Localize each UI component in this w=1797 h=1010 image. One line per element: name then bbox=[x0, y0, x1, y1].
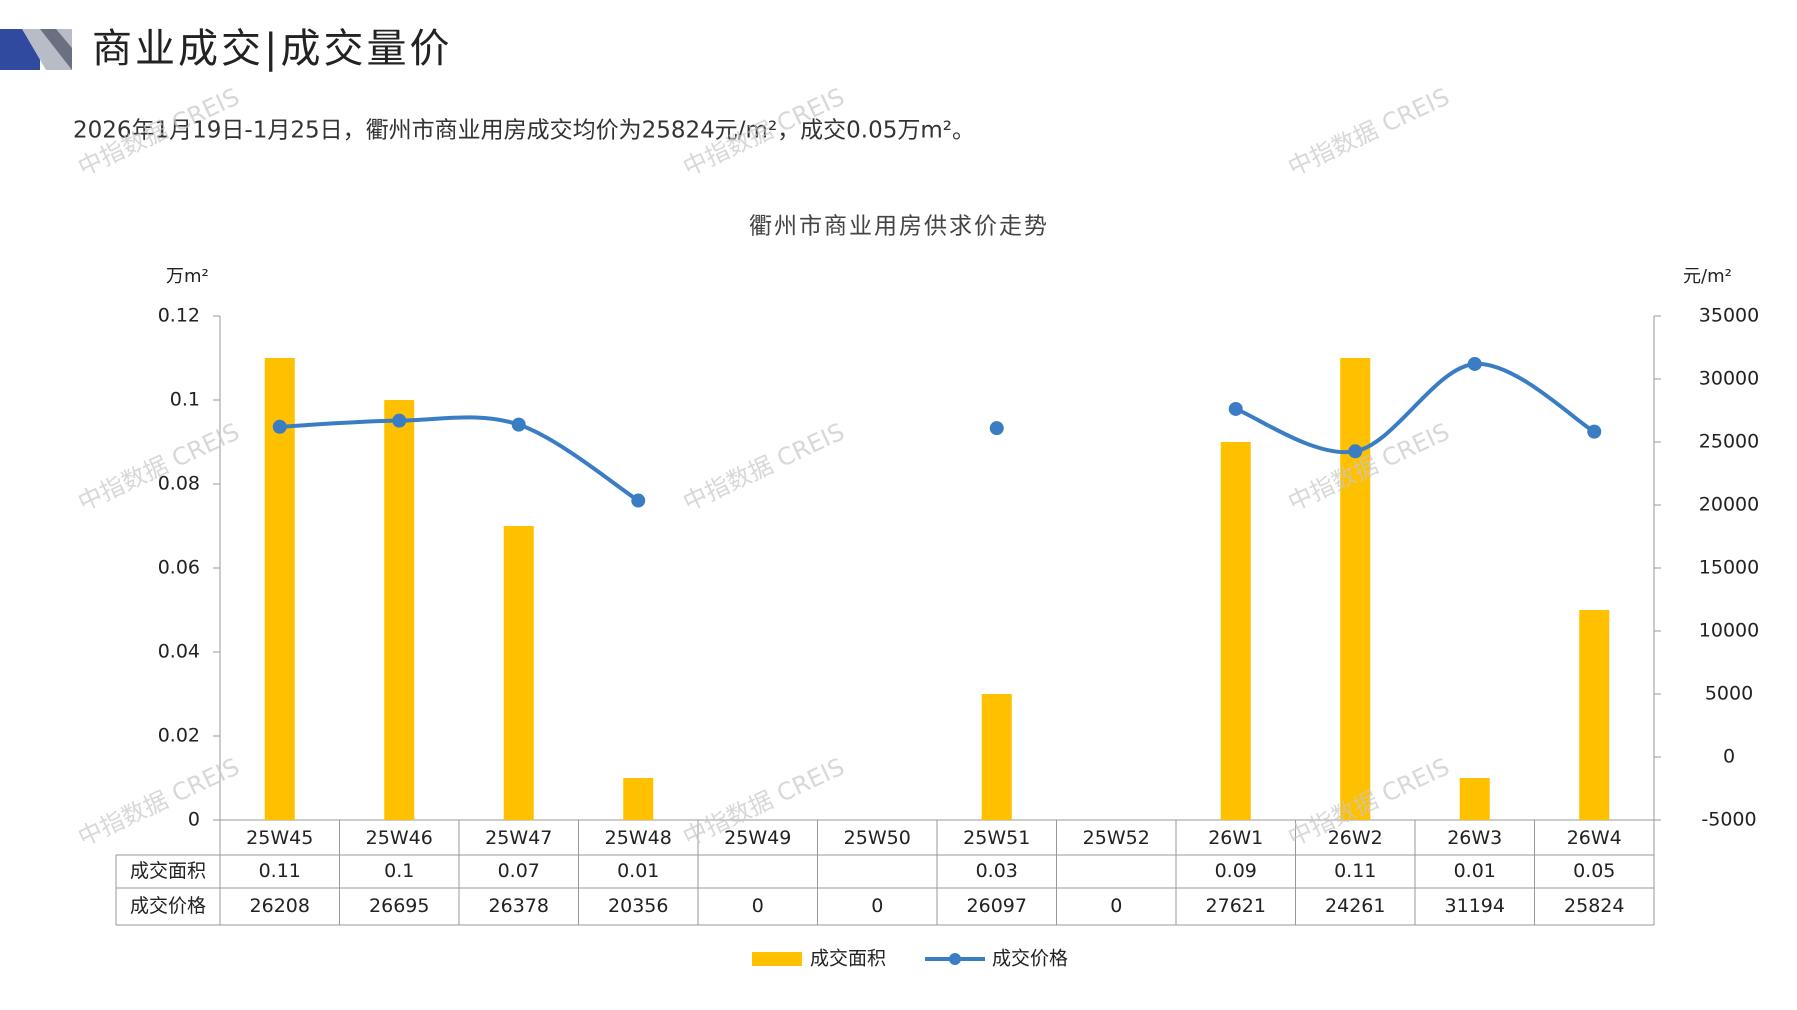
table-value: 0.11 bbox=[259, 860, 301, 882]
y2-tick-label: 25000 bbox=[1699, 431, 1759, 453]
table-value: 26208 bbox=[250, 895, 310, 917]
table-value: 0.11 bbox=[1334, 860, 1376, 882]
line-marker bbox=[1228, 401, 1243, 416]
x-tick-label: 26W1 bbox=[1208, 827, 1263, 849]
bar bbox=[1340, 358, 1371, 820]
y2-tick-label: 10000 bbox=[1699, 620, 1759, 642]
x-tick-label: 26W2 bbox=[1328, 827, 1383, 849]
line-marker bbox=[1587, 424, 1602, 439]
y-tick-label: 0.1 bbox=[170, 389, 200, 411]
bar bbox=[384, 400, 415, 820]
y2-tick-label: 15000 bbox=[1699, 557, 1759, 579]
y-tick-label: 0.08 bbox=[158, 473, 200, 495]
y-tick-label: 0.02 bbox=[158, 725, 200, 747]
subtitle: 2026年1月19日-1月25日，衢州市商业用房成交均价为25824元/m²，成… bbox=[73, 118, 975, 144]
table-value: 0.05 bbox=[1573, 860, 1615, 882]
legend-label: 成交面积 bbox=[810, 948, 886, 970]
x-tick-label: 25W45 bbox=[246, 827, 313, 849]
table-value: 26695 bbox=[369, 895, 429, 917]
table-value: 31194 bbox=[1445, 895, 1505, 917]
watermark: 中指数据 CREIS bbox=[74, 753, 244, 852]
table-row-header: 成交面积 bbox=[130, 860, 206, 882]
table-value: 0.07 bbox=[498, 860, 540, 882]
y-axis-label: 万m² bbox=[166, 266, 209, 287]
line bbox=[279, 361, 1596, 503]
header-decoration bbox=[40, 29, 72, 70]
table-value: 0.03 bbox=[976, 860, 1018, 882]
table-value: 0.1 bbox=[384, 860, 414, 882]
y2-tick-label: 20000 bbox=[1699, 494, 1759, 516]
y-tick-label: 0.06 bbox=[158, 557, 200, 579]
table-row-header: 成交价格 bbox=[130, 895, 206, 917]
y2-tick-label: 5000 bbox=[1705, 683, 1753, 705]
watermark: 中指数据 CREIS bbox=[74, 418, 244, 517]
x-tick-label: 25W48 bbox=[605, 827, 672, 849]
watermark: 中指数据 CREIS bbox=[679, 418, 849, 517]
x-tick-label: 25W51 bbox=[963, 827, 1030, 849]
bar bbox=[981, 694, 1012, 820]
bar bbox=[623, 778, 654, 820]
line-marker bbox=[272, 419, 287, 434]
line-marker bbox=[511, 417, 526, 432]
chart-title: 衢州市商业用房供求价走势 bbox=[749, 214, 1049, 240]
watermark: 中指数据 CREIS bbox=[1284, 83, 1454, 182]
table-value: 27621 bbox=[1206, 895, 1266, 917]
line-marker bbox=[1348, 444, 1363, 459]
x-tick-label: 26W3 bbox=[1447, 827, 1502, 849]
y2-tick-label: 35000 bbox=[1699, 305, 1759, 327]
line-marker bbox=[631, 493, 646, 508]
x-tick-label: 25W49 bbox=[724, 827, 791, 849]
x-tick-label: 26W4 bbox=[1567, 827, 1622, 849]
y2-axis-label: 元/m² bbox=[1683, 266, 1732, 287]
y-tick-label: 0 bbox=[188, 809, 200, 831]
y2-tick-label: -5000 bbox=[1701, 809, 1756, 831]
table-value: 0 bbox=[752, 895, 764, 917]
legend-label: 成交价格 bbox=[992, 948, 1068, 970]
table-value: 26378 bbox=[489, 895, 549, 917]
y2-tick-label: 0 bbox=[1723, 746, 1735, 768]
table-value: 25824 bbox=[1564, 895, 1624, 917]
x-tick-label: 25W47 bbox=[485, 827, 552, 849]
table-value: 20356 bbox=[608, 895, 668, 917]
line-marker bbox=[989, 421, 1004, 436]
bar bbox=[1220, 442, 1251, 820]
x-tick-label: 25W52 bbox=[1083, 827, 1150, 849]
y2-tick-label: 30000 bbox=[1699, 368, 1759, 390]
x-tick-label: 25W50 bbox=[844, 827, 911, 849]
legend-swatch bbox=[752, 952, 802, 966]
legend-marker bbox=[949, 953, 961, 965]
x-tick-label: 25W46 bbox=[366, 827, 433, 849]
table-value: 26097 bbox=[967, 895, 1027, 917]
bar bbox=[264, 358, 295, 820]
line-marker bbox=[1467, 356, 1482, 371]
bar bbox=[503, 526, 534, 820]
table-value: 0 bbox=[871, 895, 883, 917]
table-value: 0 bbox=[1110, 895, 1122, 917]
y-tick-label: 0.04 bbox=[158, 641, 200, 663]
bar bbox=[1459, 778, 1490, 820]
table-value: 0.01 bbox=[617, 860, 659, 882]
bar bbox=[1579, 610, 1610, 820]
page-title: 商业成交|成交量价 bbox=[92, 26, 452, 72]
table-value: 0.01 bbox=[1454, 860, 1496, 882]
y-tick-label: 0.12 bbox=[158, 305, 200, 327]
line-marker bbox=[392, 413, 407, 428]
table-value: 0.09 bbox=[1215, 860, 1257, 882]
table-value: 24261 bbox=[1325, 895, 1385, 917]
